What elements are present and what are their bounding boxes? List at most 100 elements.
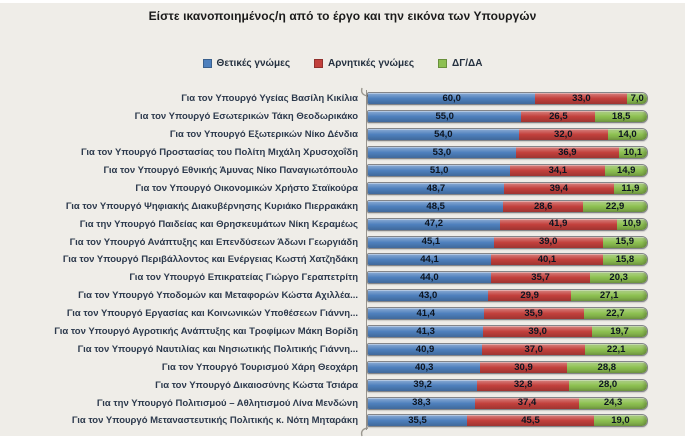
positive-segment: 40,3 <box>368 361 481 373</box>
bar-track: 45,1 39,0 15,9 <box>366 233 648 252</box>
value-label: 26,5 <box>549 111 568 123</box>
value-label: 47,2 <box>424 218 444 230</box>
stacked-bar: 51,0 34,1 14,9 <box>367 164 648 177</box>
bar-track: 47,2 41,9 10,9 <box>366 215 648 234</box>
positive-segment: 40,9 <box>368 343 483 355</box>
positive-segment: 43,0 <box>368 289 488 302</box>
minister-label: Για τον Υπουργό Υγείας Βασίλη Κικίλια <box>181 93 358 105</box>
dk-na-segment: 24,3 <box>579 397 647 409</box>
negative-segment: 32,0 <box>518 129 608 141</box>
value-label: 14,0 <box>618 128 637 140</box>
value-label: 35,9 <box>524 307 543 319</box>
negative-segment: 35,7 <box>490 272 591 284</box>
dk-na-segment: 22,1 <box>585 343 647 355</box>
chart-row: Για τον Υπουργό Περιβάλλοντος και Ενέργε… <box>0 251 685 269</box>
chart-row: Για τον Υπουργό Εθνικής Άμυνας Νίκο Πανα… <box>0 161 685 180</box>
value-label: 44,1 <box>420 254 439 266</box>
bar-track: 40,9 37,0 22,1 <box>366 340 648 359</box>
negative-segment: 41,9 <box>499 218 617 230</box>
value-label: 18,5 <box>611 111 631 123</box>
stacked-bar: 41,4 35,9 22,7 <box>367 307 648 321</box>
chart-row: Για τον Υπουργό Δικαιοσύνης Κώστα Τσιάρα… <box>0 376 685 395</box>
positive-segment: 48,7 <box>368 182 504 194</box>
stacked-bar: 54,0 32,0 14,0 <box>367 128 648 142</box>
negative-segment: 28,6 <box>503 200 584 212</box>
value-label: 36,9 <box>558 146 577 158</box>
positive-segment: 41,4 <box>368 308 484 320</box>
negative-segment: 37,4 <box>474 397 580 409</box>
negative-segment: 40,1 <box>491 254 603 266</box>
value-label: 53,0 <box>432 146 452 158</box>
value-label: 30,9 <box>514 361 533 373</box>
chart-row: Για τον Υπουργό Ναυτιλίας και Νησιωτικής… <box>0 340 685 359</box>
value-label: 48,7 <box>426 182 446 194</box>
bar-track: 41,3 39,0 19,7 <box>366 322 648 341</box>
dk-na-segment: 27,1 <box>571 290 647 302</box>
bar-track: 40,3 30,9 28,8 <box>366 358 648 377</box>
positive-segment: 60,0 <box>368 93 536 105</box>
value-label: 19,0 <box>611 415 630 427</box>
value-label: 41,9 <box>548 218 568 230</box>
stacked-bar: 35,5 45,5 19,0 <box>367 414 648 428</box>
legend-label-negative: Αρνητικές γνώμες <box>328 58 415 69</box>
minister-label: Για τον Υπουργό Προστασίας του Πολίτη Μι… <box>80 147 358 159</box>
value-label: 15,8 <box>615 254 635 266</box>
bar-track: 48,7 39,4 11,9 <box>366 179 648 198</box>
value-label: 22,9 <box>605 200 625 212</box>
legend-item-positive: Θετικές γνώμες <box>202 58 290 69</box>
negative-segment: 32,8 <box>477 379 569 391</box>
positive-segment: 44,0 <box>368 272 491 284</box>
value-label: 11,9 <box>621 182 640 194</box>
value-label: 19,7 <box>610 325 629 337</box>
minister-label: Για τον Υπουργό Ανάπτυξης και Επενδύσεων… <box>69 236 358 248</box>
bar-track: 54,0 32,0 14,0 <box>366 125 648 144</box>
chart-row: Για τον Υπουργό Υγείας Βασίλη Κικίλια 60… <box>0 90 685 108</box>
positive-segment: 54,0 <box>368 129 519 141</box>
chart-row: Για τον Υπουργό Τουρισμού Χάρη Θεοχάρη 4… <box>0 358 685 377</box>
negative-segment: 33,0 <box>535 93 628 105</box>
dk-na-segment: 19,7 <box>592 325 647 338</box>
chart-row: Για τον Υπουργό Ανάπτυξης και Επενδύσεων… <box>0 233 685 252</box>
dk-na-segment: 28,8 <box>566 361 647 373</box>
chart-row: Για τον Υπουργό Προστασίας του Πολίτη Μι… <box>0 143 685 162</box>
dk-na-segment: 10,1 <box>618 147 647 159</box>
bar-track: 53,0 36,9 10,1 <box>366 143 648 162</box>
minister-label: Για τον Υπουργό Εσωτερικών Τάκη Θεοδωρικ… <box>134 111 358 123</box>
value-label: 37,0 <box>524 343 543 355</box>
value-label: 51,0 <box>429 164 449 176</box>
chart-row: Για τον Υπουργό Οικονομικών Χρήστο Σταϊκ… <box>0 179 685 198</box>
positive-segment: 55,0 <box>368 111 522 123</box>
positive-segment: 39,2 <box>368 379 478 391</box>
stacked-bar: 38,3 37,4 24,3 <box>367 396 648 410</box>
chart-row: Για τον Υπουργό Υποδομών και Μεταφορών Κ… <box>0 286 685 305</box>
minister-label: Για τον Υπουργό Εξωτερικών Νίκο Δένδια <box>169 129 358 141</box>
chart-row: Για τον Υπουργό Εργασίας και Κοινωνικών … <box>0 304 685 323</box>
value-label: 29,9 <box>520 289 539 301</box>
dk-na-segment: 15,8 <box>602 254 647 266</box>
value-label: 15,9 <box>615 236 635 248</box>
negative-segment: 37,0 <box>482 343 586 355</box>
bar-track: 38,3 37,4 24,3 <box>366 394 648 413</box>
minister-label: Για την Υπουργό Παιδείας και Θρησκευμάτω… <box>79 218 358 230</box>
value-label: 35,7 <box>531 272 550 284</box>
value-label: 7,0 <box>630 93 644 105</box>
value-label: 60,0 <box>442 93 461 105</box>
bar-track: 44,0 35,7 20,3 <box>366 268 648 287</box>
value-label: 22,7 <box>606 307 625 319</box>
dk-na-swatch-icon <box>438 59 448 68</box>
negative-segment: 45,5 <box>467 415 594 427</box>
positive-segment: 38,3 <box>368 397 475 409</box>
negative-segment: 39,0 <box>493 236 603 248</box>
bar-track: 35,5 45,5 19,0 <box>366 412 648 430</box>
minister-label: Για την Υπουργό Πολιτισμού – Αθλητισμού … <box>96 397 358 409</box>
value-label: 45,1 <box>421 236 441 248</box>
stacked-bar: 43,0 29,9 27,1 <box>367 289 648 303</box>
value-label: 43,0 <box>418 289 438 301</box>
negative-segment: 35,9 <box>483 307 584 320</box>
value-label: 40,1 <box>537 254 557 266</box>
stacked-bar: 39,2 32,8 28,0 <box>367 378 648 392</box>
bar-track: 41,4 35,9 22,7 <box>366 304 648 323</box>
value-label: 39,0 <box>528 325 547 337</box>
stacked-bar: 45,1 39,0 15,9 <box>367 235 648 249</box>
bar-track: 51,0 34,1 14,9 <box>366 161 648 180</box>
